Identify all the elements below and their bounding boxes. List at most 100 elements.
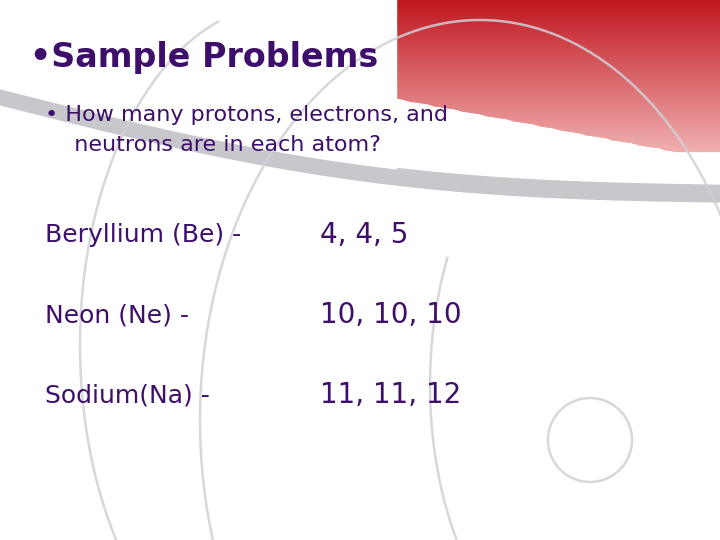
Polygon shape: [598, 136, 720, 137]
Polygon shape: [31, 28, 720, 29]
Polygon shape: [176, 56, 720, 57]
Polygon shape: [592, 135, 720, 136]
Polygon shape: [37, 29, 720, 30]
Polygon shape: [275, 75, 720, 76]
Polygon shape: [374, 93, 720, 94]
Polygon shape: [202, 60, 720, 62]
Polygon shape: [261, 72, 720, 73]
Polygon shape: [341, 87, 720, 88]
Polygon shape: [229, 65, 720, 67]
Polygon shape: [413, 101, 720, 102]
Polygon shape: [24, 26, 720, 28]
Polygon shape: [57, 33, 720, 34]
Text: 10, 10, 10: 10, 10, 10: [320, 301, 462, 329]
Polygon shape: [559, 129, 720, 130]
Polygon shape: [235, 67, 720, 68]
Polygon shape: [0, 4, 720, 5]
Polygon shape: [248, 69, 720, 71]
Polygon shape: [420, 102, 720, 103]
Polygon shape: [17, 25, 720, 26]
Polygon shape: [552, 127, 720, 129]
Text: 11, 11, 12: 11, 11, 12: [320, 381, 462, 409]
Polygon shape: [0, 14, 720, 15]
Polygon shape: [671, 150, 720, 151]
Polygon shape: [268, 73, 720, 75]
Polygon shape: [63, 34, 720, 35]
Polygon shape: [0, 10, 720, 11]
Text: Beryllium (Be) -: Beryllium (Be) -: [45, 223, 241, 247]
Polygon shape: [631, 143, 720, 144]
Polygon shape: [255, 71, 720, 72]
Polygon shape: [492, 116, 720, 117]
Polygon shape: [506, 118, 720, 120]
Polygon shape: [156, 52, 720, 53]
Polygon shape: [0, 9, 720, 10]
Polygon shape: [84, 38, 720, 39]
Polygon shape: [657, 147, 720, 149]
Polygon shape: [407, 99, 720, 101]
Text: •Sample Problems: •Sample Problems: [30, 42, 378, 75]
Polygon shape: [400, 98, 720, 99]
Text: Neon (Ne) -: Neon (Ne) -: [45, 303, 189, 327]
Polygon shape: [433, 105, 720, 106]
Polygon shape: [50, 31, 720, 33]
Polygon shape: [0, 18, 720, 19]
Polygon shape: [459, 110, 720, 111]
Polygon shape: [189, 58, 720, 59]
Polygon shape: [611, 139, 720, 140]
Polygon shape: [519, 121, 720, 122]
Polygon shape: [136, 48, 720, 49]
Polygon shape: [651, 146, 720, 147]
Polygon shape: [0, 6, 720, 8]
Polygon shape: [354, 90, 720, 91]
Polygon shape: [665, 148, 720, 150]
Polygon shape: [209, 62, 720, 63]
Polygon shape: [467, 111, 720, 112]
Polygon shape: [446, 107, 720, 109]
Polygon shape: [196, 59, 720, 60]
Polygon shape: [380, 94, 720, 96]
Polygon shape: [440, 106, 720, 107]
Polygon shape: [0, 5, 720, 6]
Polygon shape: [288, 77, 720, 78]
Polygon shape: [242, 68, 720, 69]
Polygon shape: [0, 15, 720, 16]
Polygon shape: [110, 43, 720, 44]
Polygon shape: [143, 49, 720, 50]
Polygon shape: [321, 83, 720, 84]
Polygon shape: [605, 137, 720, 139]
Polygon shape: [0, 11, 720, 12]
Polygon shape: [513, 120, 720, 121]
Polygon shape: [308, 80, 720, 82]
Polygon shape: [0, 0, 720, 1]
Polygon shape: [0, 3, 720, 4]
Polygon shape: [0, 16, 720, 18]
Polygon shape: [499, 117, 720, 118]
Polygon shape: [0, 20, 720, 22]
Polygon shape: [387, 96, 720, 97]
Polygon shape: [4, 23, 720, 24]
Polygon shape: [96, 40, 720, 42]
Polygon shape: [0, 22, 720, 23]
Polygon shape: [572, 131, 720, 132]
Text: • How many protons, electrons, and: • How many protons, electrons, and: [45, 105, 448, 125]
Polygon shape: [618, 140, 720, 141]
Polygon shape: [163, 53, 720, 54]
Polygon shape: [480, 113, 720, 114]
Polygon shape: [585, 133, 720, 135]
Text: Sodium(Na) -: Sodium(Na) -: [45, 383, 210, 407]
Polygon shape: [539, 125, 720, 126]
Polygon shape: [394, 97, 720, 98]
Polygon shape: [486, 114, 720, 116]
Polygon shape: [546, 126, 720, 127]
Polygon shape: [625, 141, 720, 143]
Polygon shape: [348, 88, 720, 90]
Text: neutrons are in each atom?: neutrons are in each atom?: [60, 135, 381, 155]
Polygon shape: [11, 24, 720, 25]
Polygon shape: [44, 30, 720, 31]
Polygon shape: [117, 44, 720, 45]
Polygon shape: [150, 50, 720, 52]
Polygon shape: [294, 78, 720, 79]
Polygon shape: [215, 63, 720, 64]
Polygon shape: [77, 37, 720, 38]
